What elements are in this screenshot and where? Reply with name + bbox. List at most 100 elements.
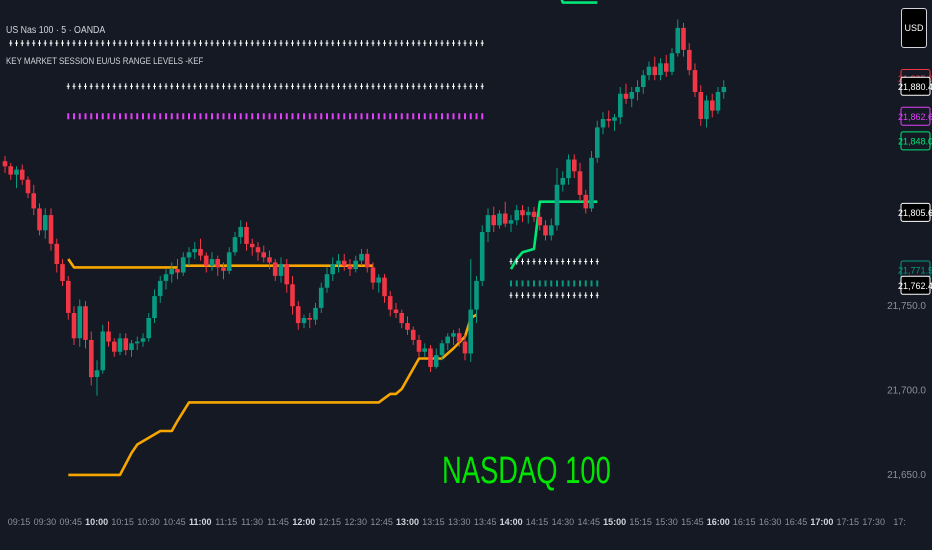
x-tick-label: 15:30 xyxy=(655,517,678,527)
level-dot xyxy=(354,113,357,120)
candle-body xyxy=(537,216,543,226)
price-label: 21,862.6 xyxy=(898,106,932,126)
candle-body xyxy=(48,215,54,244)
x-tick-label: 13:00 xyxy=(396,517,419,527)
candle-body xyxy=(267,257,272,263)
candle-body xyxy=(606,119,612,121)
level-dot xyxy=(165,113,167,120)
x-tick-label: 11:30 xyxy=(241,517,263,527)
candle-body xyxy=(106,331,111,342)
x-tick-label: 13:45 xyxy=(474,517,497,527)
level-dot xyxy=(579,280,581,287)
x-tick-label: 15:00 xyxy=(603,517,626,527)
x-tick-label: 10:45 xyxy=(163,517,186,527)
level-dot xyxy=(446,113,449,120)
price-label-box xyxy=(900,275,931,295)
x-tick-label: 09:15 xyxy=(8,517,31,527)
level-dot xyxy=(222,113,225,120)
candle-body xyxy=(491,215,496,226)
candle-body xyxy=(129,343,134,350)
candle-body xyxy=(612,117,617,121)
x-tick-label: 12:30 xyxy=(344,517,367,527)
candle-body xyxy=(60,264,65,281)
level-dot xyxy=(251,113,254,120)
candle-body xyxy=(157,280,163,297)
level-dot xyxy=(234,113,236,120)
x-tick-label: 17:30 xyxy=(862,517,885,527)
candle-body xyxy=(347,265,353,270)
level-dot xyxy=(308,113,311,120)
indicator-title[interactable]: KEY MARKET SESSION EU/US RANGE LEVELS -K… xyxy=(6,56,204,66)
x-tick-label: 14:15 xyxy=(526,517,549,527)
level-dot xyxy=(400,113,403,120)
y-tick-label: 21,700.0 xyxy=(887,386,926,397)
level-line xyxy=(68,313,478,477)
price-label-text: 21,862.6 xyxy=(898,112,932,122)
candle-body xyxy=(445,336,450,344)
x-tick-label: 15:15 xyxy=(629,517,652,527)
candle-body xyxy=(295,306,301,324)
level-dot xyxy=(550,280,553,287)
x-tick-label: 11:00 xyxy=(189,517,212,527)
candle-body xyxy=(313,307,318,320)
level-dot xyxy=(228,113,231,120)
candle-body xyxy=(198,248,203,256)
x-tick-label: 13:15 xyxy=(422,517,445,527)
candle-body xyxy=(405,323,410,330)
level-dot xyxy=(349,113,351,120)
level-dot xyxy=(331,113,334,120)
candle-body xyxy=(203,255,209,266)
level-dot xyxy=(458,113,461,120)
level-dot xyxy=(107,113,110,120)
price-label-text: 21,762.4 xyxy=(898,281,932,291)
candle-body xyxy=(664,63,669,72)
level-dot xyxy=(544,280,547,287)
level-line xyxy=(67,258,178,269)
candle-body xyxy=(652,66,658,76)
symbol-title[interactable]: US Nas 100 · 5 · OANDA xyxy=(6,25,106,36)
candle-body xyxy=(318,287,324,308)
level-dot xyxy=(314,113,317,120)
candle-body xyxy=(330,264,335,275)
price-label-box xyxy=(900,202,931,222)
candle-body xyxy=(618,93,623,118)
candle-body xyxy=(456,333,462,342)
candle-body xyxy=(117,338,123,352)
x-tick-label: 10:00 xyxy=(85,517,108,527)
level-dot xyxy=(124,113,127,120)
level-dot xyxy=(153,113,156,120)
candle-body xyxy=(324,274,330,288)
price-label-box xyxy=(900,131,931,151)
level-dot xyxy=(567,280,570,287)
level-dot xyxy=(176,113,179,120)
currency-button[interactable]: USD xyxy=(901,8,927,48)
level-dot xyxy=(268,113,271,120)
candle-body xyxy=(721,87,727,93)
symbol-watermark: NASDAQ 100 xyxy=(442,450,611,492)
candle-body xyxy=(89,340,94,378)
x-tick-label: 16:00 xyxy=(707,517,730,527)
x-tick-label: 14:45 xyxy=(578,517,601,527)
x-tick-label: 12:00 xyxy=(292,517,315,527)
candle-body xyxy=(479,232,485,281)
candle-body xyxy=(77,306,83,339)
indicator-levels xyxy=(9,0,599,477)
level-dot xyxy=(429,113,432,120)
candle-body xyxy=(215,259,220,268)
candle-body xyxy=(675,27,681,54)
y-tick-label: 21,650.0 xyxy=(887,470,926,481)
level-dot xyxy=(389,113,392,120)
candle-body xyxy=(307,318,312,320)
price-axis: 21,650.021,700.021,750.021,885.021,880.4… xyxy=(887,69,932,481)
level-dot xyxy=(90,113,93,120)
level-dot xyxy=(119,113,121,120)
level-dot xyxy=(452,113,455,120)
candle-body xyxy=(439,343,445,356)
level-dot xyxy=(418,113,420,120)
candle-body xyxy=(474,280,479,310)
level-dot xyxy=(211,113,213,120)
candle-body xyxy=(508,220,514,224)
candle-body xyxy=(232,237,238,253)
